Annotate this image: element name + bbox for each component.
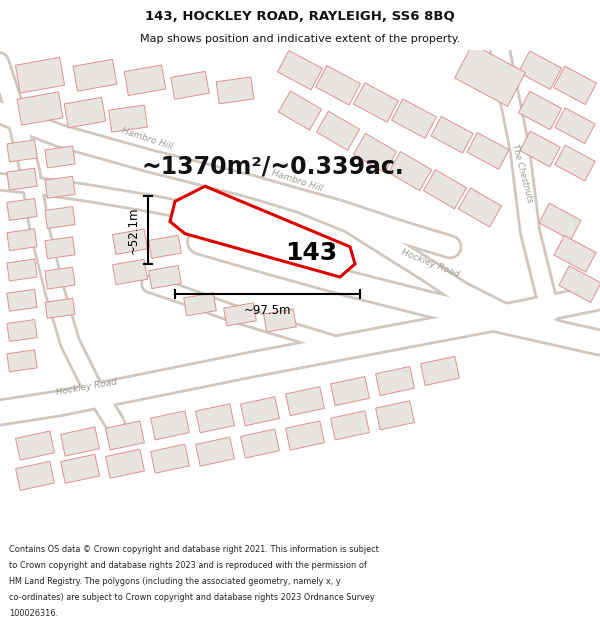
Bar [467, 132, 509, 169]
Text: co-ordinates) are subject to Crown copyright and database rights 2023 Ordnance S: co-ordinates) are subject to Crown copyr… [9, 593, 374, 602]
Bar [331, 411, 370, 440]
Text: ~1370m²/~0.339ac.: ~1370m²/~0.339ac. [142, 154, 405, 178]
Bar [64, 98, 106, 128]
Bar [196, 437, 235, 466]
Text: Hambro Hill: Hambro Hill [270, 168, 323, 193]
Bar [553, 66, 596, 104]
Text: Map shows position and indicative extent of the property.: Map shows position and indicative extent… [140, 34, 460, 44]
Bar [555, 108, 595, 144]
Bar [184, 292, 217, 316]
Bar [106, 449, 145, 478]
Bar [316, 66, 361, 105]
Bar [224, 303, 256, 326]
Bar [216, 77, 254, 104]
Bar [45, 237, 75, 259]
Polygon shape [170, 186, 355, 277]
Bar [316, 111, 359, 150]
Text: HM Land Registry. The polygons (including the associated geometry, namely x, y: HM Land Registry. The polygons (includin… [9, 577, 341, 586]
Text: ~97.5m: ~97.5m [244, 304, 291, 318]
Bar [559, 266, 600, 302]
Bar [45, 146, 75, 168]
Bar [353, 133, 397, 172]
Bar [241, 397, 280, 426]
Bar [555, 145, 595, 181]
Text: 100026316.: 100026316. [9, 609, 58, 618]
Bar [61, 454, 100, 483]
Bar [45, 206, 75, 229]
Bar [376, 366, 415, 396]
Text: Hambro Hill: Hambro Hill [120, 126, 173, 151]
Bar [455, 44, 526, 106]
Bar [61, 427, 100, 456]
Text: 143: 143 [285, 241, 337, 265]
Bar [392, 99, 436, 138]
Bar [109, 105, 148, 132]
Bar [554, 236, 596, 272]
Bar [424, 170, 467, 209]
Text: Hockley Road: Hockley Road [55, 378, 118, 397]
Bar [151, 411, 190, 440]
Bar [286, 387, 325, 416]
Bar [7, 350, 37, 372]
Bar [518, 91, 562, 130]
Bar [17, 92, 63, 125]
Bar [520, 131, 560, 167]
Bar [124, 65, 166, 96]
Bar [388, 151, 431, 191]
Bar [539, 203, 581, 240]
Bar [151, 444, 190, 473]
Bar [7, 199, 37, 221]
Bar [7, 140, 37, 162]
Text: 143, HOCKLEY ROAD, RAYLEIGH, SS6 8BQ: 143, HOCKLEY ROAD, RAYLEIGH, SS6 8BQ [145, 10, 455, 23]
Bar [431, 116, 473, 153]
Bar [518, 51, 562, 89]
Bar [113, 229, 148, 254]
Bar [171, 71, 209, 99]
Bar [149, 266, 181, 289]
Bar [7, 289, 37, 311]
Bar [45, 267, 75, 289]
Bar [278, 51, 322, 90]
Text: The Chestnuts: The Chestnuts [510, 143, 534, 203]
Bar [113, 259, 148, 285]
Bar [331, 376, 370, 406]
Text: Hockley Road: Hockley Road [400, 248, 461, 279]
Bar [73, 59, 117, 91]
Bar [16, 431, 55, 460]
Bar [149, 235, 181, 258]
Bar [16, 461, 55, 491]
Bar [45, 176, 75, 198]
Bar [241, 429, 280, 458]
Bar [7, 319, 37, 341]
Bar [278, 91, 322, 130]
Bar [106, 421, 145, 450]
Bar [421, 356, 460, 386]
Bar [7, 259, 37, 281]
Bar [7, 168, 37, 190]
Bar [16, 58, 65, 93]
Bar [353, 82, 398, 122]
Bar [7, 229, 37, 251]
Bar [376, 401, 415, 430]
Bar [286, 421, 325, 450]
Bar [196, 404, 235, 433]
Bar [263, 309, 296, 332]
Text: ~52.1m: ~52.1m [127, 206, 140, 254]
Bar [45, 298, 75, 318]
Text: to Crown copyright and database rights 2023 and is reproduced with the permissio: to Crown copyright and database rights 2… [9, 561, 367, 570]
Bar [458, 188, 502, 227]
Text: Contains OS data © Crown copyright and database right 2021. This information is : Contains OS data © Crown copyright and d… [9, 545, 379, 554]
